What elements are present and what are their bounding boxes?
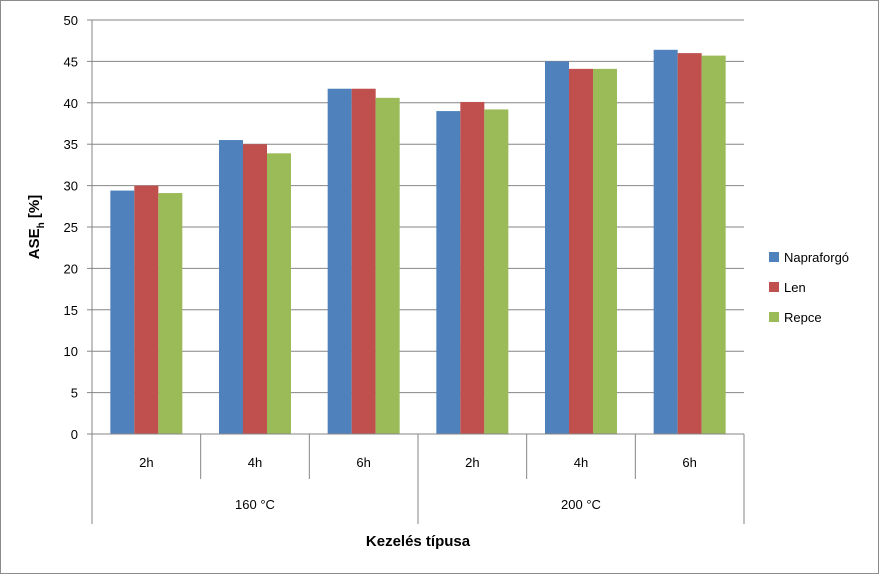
y-axis-label: ASEh [%] <box>26 195 47 259</box>
y-tick-label: 5 <box>71 386 78 401</box>
x-group-label: 200 °C <box>561 497 601 512</box>
x-category-label: 4h <box>248 455 262 470</box>
x-axis-label: Kezelés típusa <box>366 533 471 550</box>
x-category-label: 2h <box>139 455 153 470</box>
bar-repce <box>375 97 400 434</box>
bar-napraforgó <box>219 140 243 434</box>
bar-napraforgó <box>436 111 461 434</box>
x-category-label: 4h <box>574 455 588 470</box>
bar-len <box>351 88 376 434</box>
y-axis-ticks: 0 5 10 15 20 25 30 35 40 45 50 <box>64 13 92 442</box>
legend-label-repce: Repce <box>784 310 822 325</box>
bar-len <box>569 68 593 435</box>
bar-len <box>460 101 485 435</box>
y-tick-label: 25 <box>64 220 78 235</box>
bar-len <box>243 144 267 434</box>
x-category-label: 6h <box>356 455 370 470</box>
y-tick-label: 30 <box>64 179 78 194</box>
y-tick-label: 10 <box>64 344 78 359</box>
legend-swatch-repce <box>769 312 779 322</box>
gridlines <box>92 19 744 435</box>
bar-len <box>677 53 702 435</box>
y-tick-label: 0 <box>71 427 78 442</box>
y-tick-label: 20 <box>64 261 78 276</box>
x-axis-categories: 2h 4h 6h 2h 4h 6h <box>91 434 745 479</box>
bar-napraforgó <box>545 61 569 435</box>
y-tick-label: 15 <box>64 303 78 318</box>
y-tick-label: 45 <box>64 54 78 69</box>
bar-repce <box>701 55 726 434</box>
x-category-label: 2h <box>465 455 479 470</box>
bars <box>110 49 726 435</box>
legend-swatch-len <box>769 282 779 292</box>
legend: Napraforgó Len Repce <box>769 250 849 325</box>
bar-napraforgó <box>653 49 678 435</box>
y-tick-label: 50 <box>64 13 78 28</box>
legend-label-napraforgó: Napraforgó <box>784 250 849 265</box>
y-tick-label: 35 <box>64 137 78 152</box>
legend-swatch-napraforgó <box>769 252 779 262</box>
bar-repce <box>267 153 291 435</box>
y-tick-label: 40 <box>64 96 78 111</box>
legend-label-len: Len <box>784 280 806 295</box>
x-group-label: 160 °C <box>235 497 275 512</box>
x-category-label: 6h <box>682 455 696 470</box>
x-axis-groups: 160 °C 200 °C <box>91 479 745 524</box>
bar-napraforgó <box>110 190 135 434</box>
bar-repce <box>593 68 617 435</box>
bar-napraforgó <box>327 88 352 434</box>
bar-len <box>134 185 159 434</box>
bar-repce <box>484 109 509 434</box>
bar-repce <box>158 193 183 434</box>
